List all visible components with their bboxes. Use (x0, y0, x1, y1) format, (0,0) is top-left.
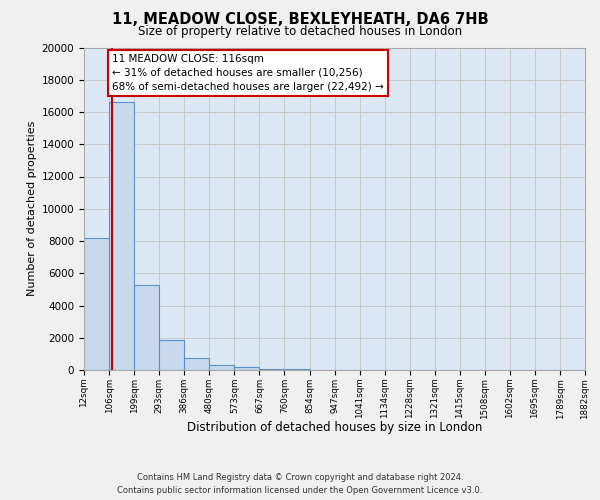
Text: 11 MEADOW CLOSE: 116sqm
← 31% of detached houses are smaller (10,256)
68% of sem: 11 MEADOW CLOSE: 116sqm ← 31% of detache… (112, 54, 383, 92)
Y-axis label: Number of detached properties: Number of detached properties (28, 121, 37, 296)
Text: Size of property relative to detached houses in London: Size of property relative to detached ho… (138, 25, 462, 38)
Bar (134, 284, 159, 370)
Text: 11, MEADOW CLOSE, BEXLEYHEATH, DA6 7HB: 11, MEADOW CLOSE, BEXLEYHEATH, DA6 7HB (112, 12, 488, 28)
Bar (184, 358, 209, 370)
Bar (235, 367, 259, 370)
Text: Contains public sector information licensed under the Open Government Licence v3: Contains public sector information licen… (118, 486, 482, 495)
Text: Contains HM Land Registry data © Crown copyright and database right 2024.: Contains HM Land Registry data © Crown c… (137, 472, 463, 482)
Bar (159, 340, 184, 370)
Bar (209, 366, 235, 370)
Bar (84, 238, 109, 370)
Bar (284, 369, 310, 370)
Bar (109, 102, 134, 370)
X-axis label: Distribution of detached houses by size in London: Distribution of detached houses by size … (187, 422, 482, 434)
Bar (259, 368, 284, 370)
